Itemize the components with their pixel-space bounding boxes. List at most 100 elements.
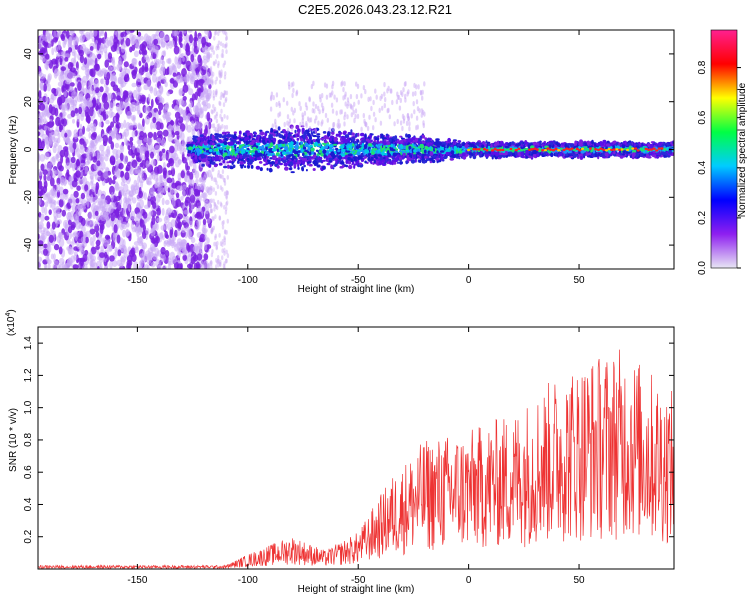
noise-speck (210, 252, 214, 258)
noise-speck (130, 210, 136, 220)
noise-speck (105, 119, 110, 125)
noise-speck (217, 173, 220, 178)
noise-speck (115, 134, 122, 140)
noise-speck (80, 113, 84, 122)
noise-speck (219, 125, 222, 130)
noise-speck (48, 209, 52, 216)
noise-speck (48, 234, 54, 243)
band-point (219, 140, 223, 144)
noise-speck (200, 85, 204, 93)
noise-speck (50, 156, 56, 166)
noise-speck (108, 177, 113, 185)
band-point (449, 157, 455, 161)
noise-speck (87, 211, 93, 220)
band-point (397, 161, 399, 164)
noise-speck (76, 113, 81, 123)
noise-speck (68, 246, 74, 255)
band-point (322, 131, 327, 134)
noise-speck (161, 197, 165, 206)
noise-speck (225, 258, 228, 264)
noise-speck (52, 145, 57, 154)
noise-speck (171, 256, 177, 264)
noise-speck (48, 104, 53, 114)
noise-speck (135, 42, 140, 48)
noise-speck (214, 241, 218, 247)
noise-speck (140, 94, 146, 103)
noise-speck (150, 151, 154, 159)
noise-speck (73, 129, 78, 137)
noise-speck (72, 196, 76, 204)
noise-speck (165, 199, 170, 205)
noise-speck (115, 181, 119, 191)
noise-speck (46, 221, 51, 229)
band-point (345, 160, 349, 164)
noise-speck (95, 239, 101, 247)
noise-speck (115, 169, 121, 179)
noise-speck (141, 242, 147, 250)
noise-speck (154, 63, 158, 70)
noise-speck (159, 31, 166, 41)
noise-speck (109, 156, 116, 166)
noise-speck (150, 122, 153, 130)
spectrogram-marks (38, 30, 674, 269)
noise-speck (206, 218, 211, 224)
noise-speck (180, 239, 187, 245)
noise-speck (91, 240, 95, 247)
band-point (297, 166, 300, 170)
noise-speck (139, 199, 144, 209)
noise-speck (120, 81, 126, 88)
noise-speck (202, 197, 209, 203)
noise-speck (79, 38, 85, 43)
noise-speck (45, 62, 49, 71)
noise-speck (41, 140, 45, 149)
noise-speck (102, 134, 109, 144)
noise-speck (182, 96, 187, 101)
noise-speck (136, 236, 140, 244)
noise-speck (189, 76, 195, 85)
noise-speck (178, 143, 185, 151)
noise-speck (55, 182, 61, 193)
noise-speck (41, 205, 45, 214)
noise-speck (106, 145, 111, 155)
noise-speck (219, 262, 222, 267)
noise-speck (70, 110, 76, 118)
noise-speck (45, 96, 49, 102)
noise-speck (79, 54, 84, 64)
noise-speck (217, 127, 220, 133)
noise-speck (210, 260, 213, 266)
band-point (272, 156, 276, 161)
noise-speck (213, 115, 217, 120)
noise-speck (190, 120, 195, 127)
noise-speck (115, 153, 119, 161)
noise-speck (139, 99, 143, 104)
band-point (303, 138, 306, 143)
noise-speck (209, 53, 213, 58)
noise-speck (163, 222, 168, 231)
noise-speck (192, 211, 197, 221)
noise-speck (151, 216, 156, 225)
noise-speck (84, 165, 89, 175)
noise-speck (210, 176, 214, 182)
noise-speck (217, 199, 220, 205)
noise-speck (44, 152, 50, 160)
noise-speck (146, 255, 152, 265)
noise-speck (171, 30, 178, 37)
noise-speck (221, 248, 224, 254)
noise-speck (108, 135, 113, 145)
noise-speck (190, 54, 195, 63)
noise-speck (79, 138, 85, 145)
noise-speck (191, 128, 196, 136)
noise-speck (145, 35, 152, 45)
noise-speck (172, 72, 177, 77)
noise-speck (210, 198, 213, 204)
noise-speck (110, 213, 115, 222)
noise-speck (214, 233, 217, 239)
noise-speck (212, 187, 215, 193)
noise-speck (188, 159, 192, 166)
noise-speck (169, 229, 173, 239)
noise-speck (75, 210, 79, 220)
noise-speck (206, 92, 212, 100)
noise-speck (127, 145, 131, 151)
noise-speck (149, 210, 154, 216)
noise-speck (95, 231, 100, 238)
